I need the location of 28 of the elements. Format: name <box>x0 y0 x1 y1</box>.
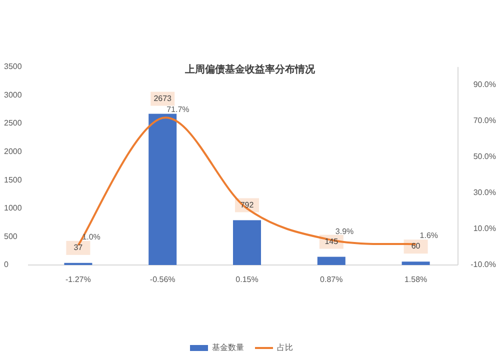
y-tick-label: 0 <box>4 260 9 270</box>
x-tick-label: 1.58% <box>404 275 428 284</box>
x-tick-label: 0.87% <box>320 275 343 284</box>
y-tick-label: 3500 <box>4 62 22 72</box>
y2-tick-label: -10.0% <box>470 260 496 270</box>
y-tick-label: 3000 <box>4 90 22 100</box>
chart-title: 上周偏债基金收益率分布情况 <box>184 64 316 76</box>
legend-label: 占比 <box>277 343 293 352</box>
y-tick-label: 2000 <box>4 146 22 156</box>
y2-tick-label: 30.0% <box>473 188 496 198</box>
y2-tick-label: 50.0% <box>473 152 496 162</box>
y2-tick-label: 90.0% <box>473 80 496 90</box>
y2-tick-label: 70.0% <box>473 116 496 126</box>
x-tick-label: -1.27% <box>66 275 91 284</box>
y-tick-label: 1500 <box>4 175 22 184</box>
data-label: 60 <box>411 242 421 251</box>
legend-label: 基金数量 <box>212 343 244 352</box>
data-label: 71.7% <box>166 105 190 114</box>
y-tick-label: 2500 <box>4 118 22 128</box>
data-label: 3.9% <box>335 227 354 236</box>
data-label: 37 <box>74 243 84 252</box>
x-tick-label: 0.15% <box>236 275 258 284</box>
y2-tick-label: 10.0% <box>473 224 496 234</box>
data-label: 1.6% <box>420 231 438 240</box>
x-tick-label: -0.56% <box>150 275 176 284</box>
y-tick-label: 1000 <box>4 204 22 213</box>
y-tick-label: 500 <box>4 232 18 241</box>
data-label: 2673 <box>154 94 172 103</box>
